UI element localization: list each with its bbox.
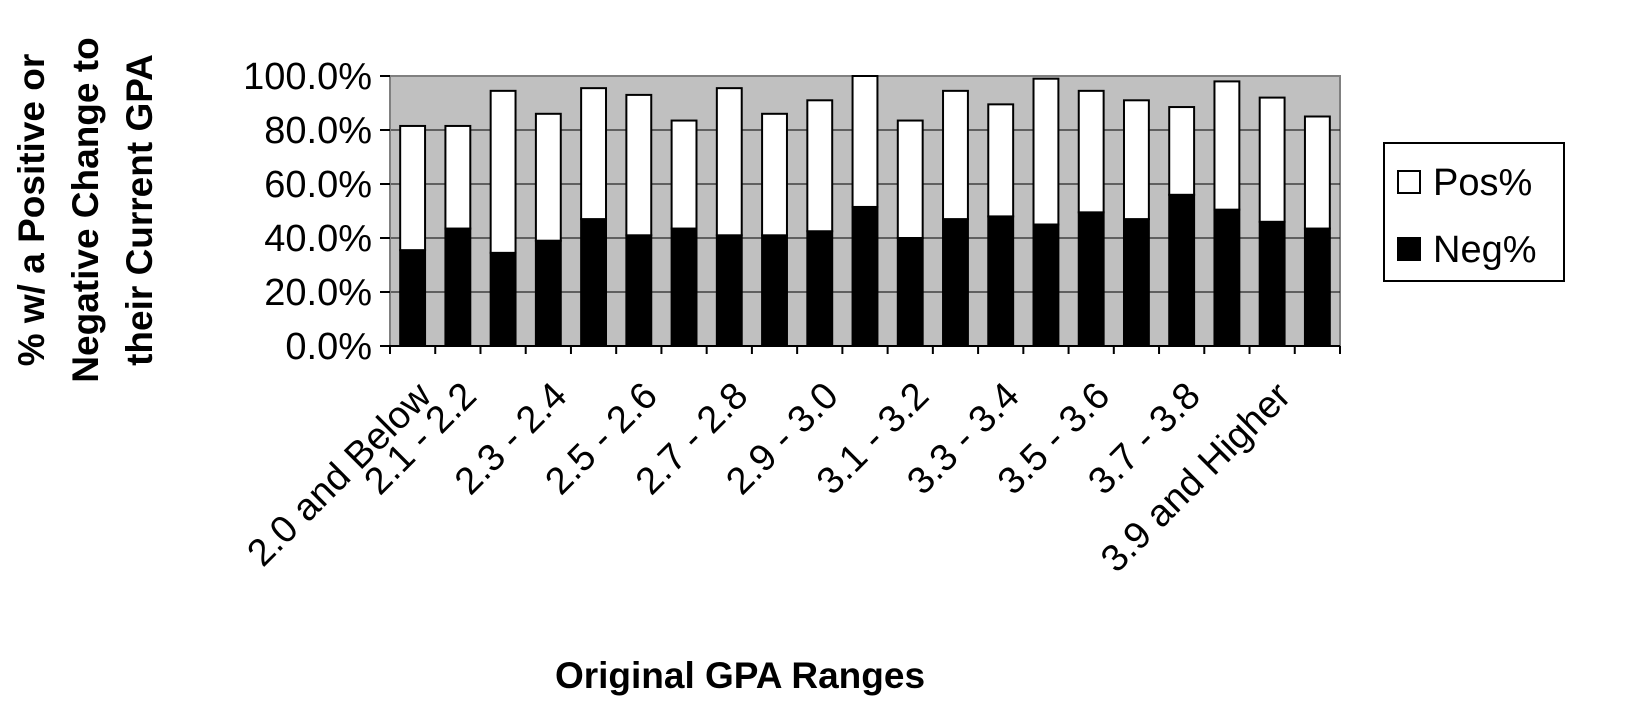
bar-segment-pos — [942, 89, 969, 221]
bar-segment-pos — [399, 124, 427, 252]
y-tick-label: 0.0% — [285, 326, 372, 368]
legend-label-neg: Neg% — [1433, 229, 1537, 271]
bar-segment-neg — [625, 234, 653, 347]
bars — [399, 75, 1331, 348]
x-axis-title: Original GPA Ranges — [555, 655, 925, 696]
bar-segment-neg — [806, 230, 834, 347]
bar-segment-neg — [1303, 227, 1331, 347]
bar-segment-neg — [534, 239, 562, 347]
bar-segment-pos — [670, 119, 698, 230]
bar-segment-pos — [1258, 96, 1286, 223]
bar-segment-neg — [580, 218, 608, 348]
bar-segment-neg — [399, 249, 427, 347]
legend-swatch-pos — [1397, 170, 1421, 194]
bar-segment-neg — [1077, 211, 1105, 347]
legend-swatch-neg — [1397, 237, 1421, 261]
bar-segment-neg — [489, 251, 517, 348]
bar-segment-neg — [942, 218, 969, 348]
y-axis-title-line-1: % w/ a Positive or — [11, 54, 52, 367]
legend: Pos% Neg% — [1383, 142, 1565, 282]
bar-segment-pos — [987, 103, 1015, 218]
bar-segment-neg — [715, 234, 743, 347]
bar-segment-neg — [896, 237, 924, 347]
bar-segment-neg — [670, 227, 698, 347]
y-tick-label: 100.0% — [243, 56, 372, 98]
bar-segment-pos — [806, 99, 834, 233]
bar-segment-neg — [1213, 208, 1241, 347]
bar-segment-pos — [489, 89, 517, 254]
y-tick-label: 60.0% — [264, 164, 372, 206]
bar-segment-pos — [580, 87, 608, 221]
bar-segment-neg — [1122, 218, 1150, 348]
bar-segment-pos — [1077, 89, 1105, 214]
bar-segment-pos — [1168, 106, 1196, 196]
bar-segment-pos — [715, 87, 743, 237]
bar-segment-pos — [851, 75, 879, 208]
bar-segment-pos — [1032, 77, 1060, 226]
y-tick-label: 80.0% — [264, 110, 372, 152]
bar-segment-pos — [534, 112, 562, 242]
bar-segment-neg — [1168, 193, 1196, 347]
bar-segment-pos — [1122, 99, 1150, 221]
y-axis-title-line-2: Negative Change to — [65, 37, 106, 382]
y-tick-label: 20.0% — [264, 272, 372, 314]
bar-segment-pos — [1213, 80, 1241, 211]
legend-label-pos: Pos% — [1433, 162, 1532, 204]
bar-segment-pos — [761, 112, 788, 237]
bar-segment-neg — [761, 234, 788, 347]
bar-segment-pos — [444, 124, 472, 230]
y-tick-labels: 0.0% 20.0% 40.0% 60.0% 80.0% 100.0% — [243, 56, 372, 368]
bar-segment-neg — [851, 205, 879, 347]
bar-segment-neg — [987, 215, 1015, 347]
bar-segment-pos — [1303, 115, 1331, 230]
bar-segment-neg — [444, 227, 472, 347]
axes — [380, 75, 1341, 354]
bar-segment-pos — [625, 93, 653, 237]
y-axis-title-line-3: their Current GPA — [119, 54, 160, 366]
bar-segment-pos — [896, 119, 924, 239]
y-tick-label: 40.0% — [264, 218, 372, 260]
bar-segment-neg — [1032, 223, 1060, 347]
y-axis-title: % w/ a Positive or Negative Change to th… — [11, 37, 160, 382]
bar-segment-neg — [1258, 220, 1286, 347]
